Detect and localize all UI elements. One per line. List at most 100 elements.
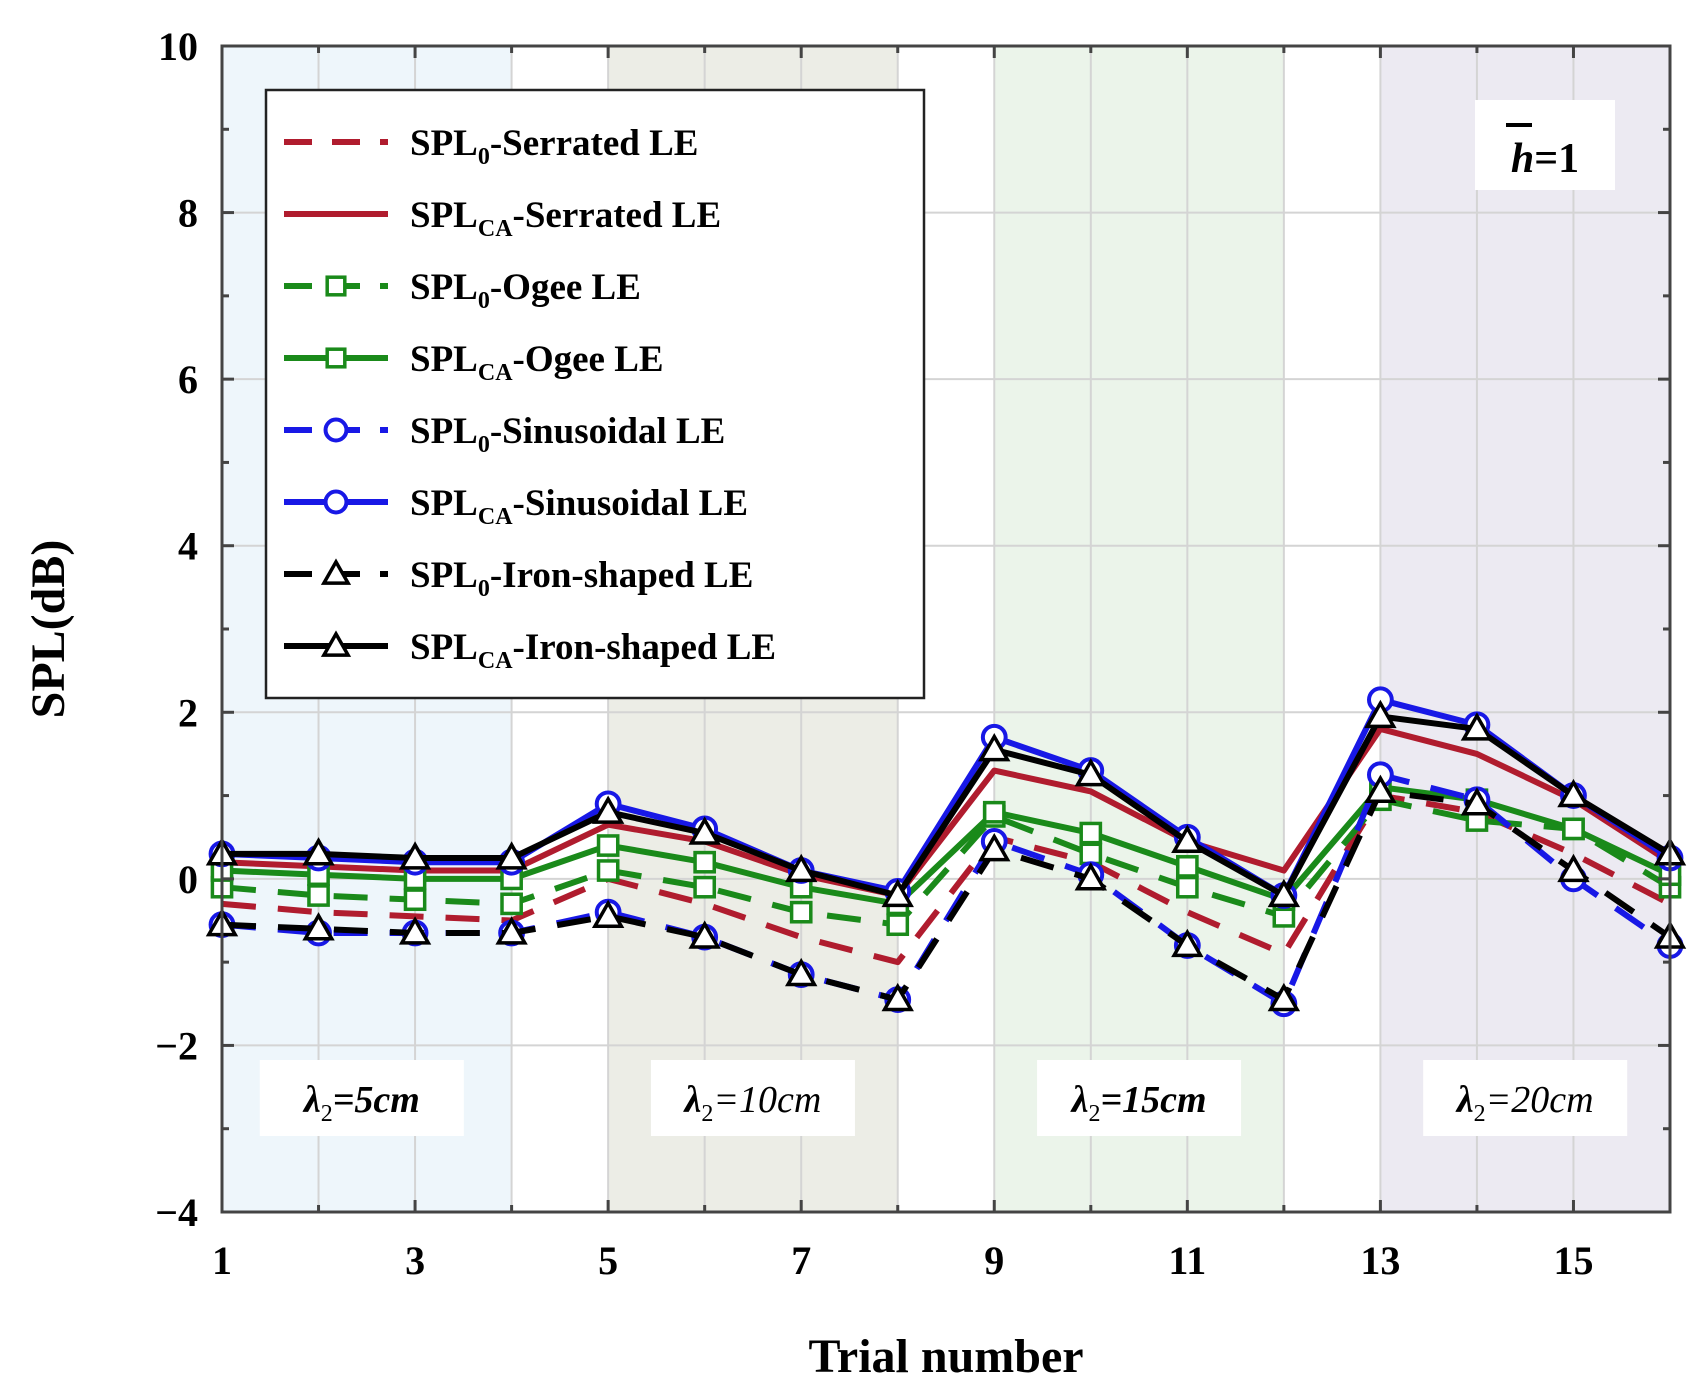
square-marker: [886, 913, 910, 937]
triangle-marker: [1557, 853, 1590, 883]
y-tick-label: −2: [155, 1023, 198, 1068]
region-3: [994, 46, 1284, 1212]
square-marker: [1175, 855, 1199, 878]
series-1: [221, 792, 1672, 966]
legend-label: SPL0-Ogee LE: [410, 267, 641, 314]
series-line: [221, 725, 1672, 899]
triangle-marker: [591, 795, 625, 824]
triangle-marker: [784, 957, 818, 987]
y-tick-label: 0: [178, 857, 198, 902]
square-marker: [1562, 817, 1585, 841]
triangle-marker: [978, 733, 1011, 762]
series-line: [221, 796, 1672, 928]
x-tick-label: 7: [791, 1238, 811, 1283]
region-label: λ2=10cm: [683, 1079, 822, 1127]
region-label-box: [650, 1060, 855, 1136]
triangle-marker: [320, 558, 352, 585]
x-tick-label: 11: [1168, 1238, 1206, 1283]
triangle-marker: [1074, 862, 1108, 891]
triangle-marker: [1364, 774, 1397, 804]
x-tick-label: 9: [984, 1238, 1004, 1283]
y-tick-label: 6: [178, 357, 198, 402]
x-tick-label: 5: [598, 1238, 618, 1283]
series-line: [221, 792, 1672, 966]
triangle-marker: [495, 916, 528, 945]
legend-label: SPL0-Iron-shaped LE: [410, 555, 753, 602]
series-8: [205, 699, 1687, 908]
triangle-marker: [1557, 778, 1590, 808]
square-marker: [693, 850, 717, 874]
series-line: [221, 696, 1672, 899]
region-labels: λ2=5cm λ2=10cm λ2=15cm λ2=20cm: [259, 1060, 1628, 1136]
x-tick-label: 1: [212, 1238, 232, 1283]
y-axis-title: SPL(dB): [22, 540, 75, 719]
y-tick-label: −4: [155, 1190, 198, 1235]
triangle-marker: [1074, 758, 1108, 787]
y-tick-label: 8: [178, 191, 198, 236]
legend-entry-8: SPLCA-Iron-shaped LE: [284, 627, 776, 674]
y-tick-label: 10: [158, 24, 198, 69]
square-marker: [596, 859, 620, 882]
triangle-marker: [302, 837, 335, 866]
legend-entry-3: SPL0-Ogee LE: [284, 267, 641, 314]
circle-marker: [323, 489, 349, 515]
legend-label: SPLCA-Ogee LE: [410, 339, 664, 386]
triangle-marker: [1460, 787, 1494, 816]
triangle-marker: [688, 816, 721, 845]
legend-entry-7: SPL0-Iron-shaped LE: [284, 555, 753, 602]
x-tick-label: 3: [405, 1238, 425, 1283]
region-label-box: [259, 1060, 464, 1136]
legend-label: SPL0-Serrated LE: [410, 123, 698, 170]
region-label: λ2=5cm: [302, 1079, 420, 1127]
legend-label: SPL0-Sinusoidal LE: [410, 411, 725, 458]
y-tick-label: 2: [178, 690, 198, 735]
square-marker: [325, 275, 347, 297]
square-marker: [500, 892, 523, 916]
region-label: λ2=20cm: [1455, 1079, 1594, 1127]
legend-label: SPLCA-Sinusoidal LE: [410, 483, 748, 530]
triangle-marker: [881, 878, 914, 908]
square-marker: [403, 888, 427, 912]
series-2: [221, 725, 1672, 899]
triangle-marker: [591, 899, 625, 928]
square-marker: [596, 834, 620, 857]
series-line: [222, 713, 1672, 899]
triangle-marker: [1171, 928, 1204, 958]
square-marker: [789, 900, 813, 924]
triangle-marker: [978, 832, 1011, 862]
triangle-marker: [398, 916, 432, 945]
square-marker: [325, 347, 347, 369]
legend-entry-1: SPL0-Serrated LE: [284, 123, 698, 170]
triangle-marker: [495, 841, 528, 870]
legend-entry-4: SPLCA-Ogee LE: [284, 339, 664, 386]
triangle-marker: [1364, 699, 1397, 729]
triangle-marker: [688, 920, 721, 949]
triangle-marker: [302, 912, 335, 941]
triangle-marker: [881, 982, 914, 1012]
legend-entry-5: SPL0-Sinusoidal LE: [284, 411, 725, 458]
region-label: λ2=15cm: [1070, 1079, 1207, 1127]
legend-entry-6: SPLCA-Sinusoidal LE: [284, 483, 748, 530]
square-marker: [1175, 875, 1199, 899]
triangle-marker: [1267, 982, 1301, 1012]
legend: SPL0-Serrated LE SPLCA-Serrated LE SPL0-Og…: [264, 88, 926, 700]
triangle-marker: [320, 630, 352, 657]
h-bar-box: [1475, 100, 1615, 190]
triangle-marker: [784, 853, 818, 883]
region-label-box: [1037, 1060, 1242, 1136]
square-marker: [1079, 842, 1103, 866]
legend-label: SPLCA-Iron-shaped LE: [410, 627, 776, 674]
series-line: [221, 788, 1672, 1003]
x-tick-label: 15: [1553, 1238, 1593, 1283]
triangle-marker: [398, 841, 432, 870]
triangle-marker: [1171, 824, 1204, 854]
series-line: [221, 784, 1672, 907]
y-tick-label: 4: [178, 524, 198, 569]
region-4: [1380, 46, 1670, 1212]
h-bar-annotation: h=1: [1475, 100, 1615, 190]
series-lines: [205, 686, 1687, 1018]
square-marker: [1079, 821, 1103, 845]
square-marker: [693, 875, 717, 899]
